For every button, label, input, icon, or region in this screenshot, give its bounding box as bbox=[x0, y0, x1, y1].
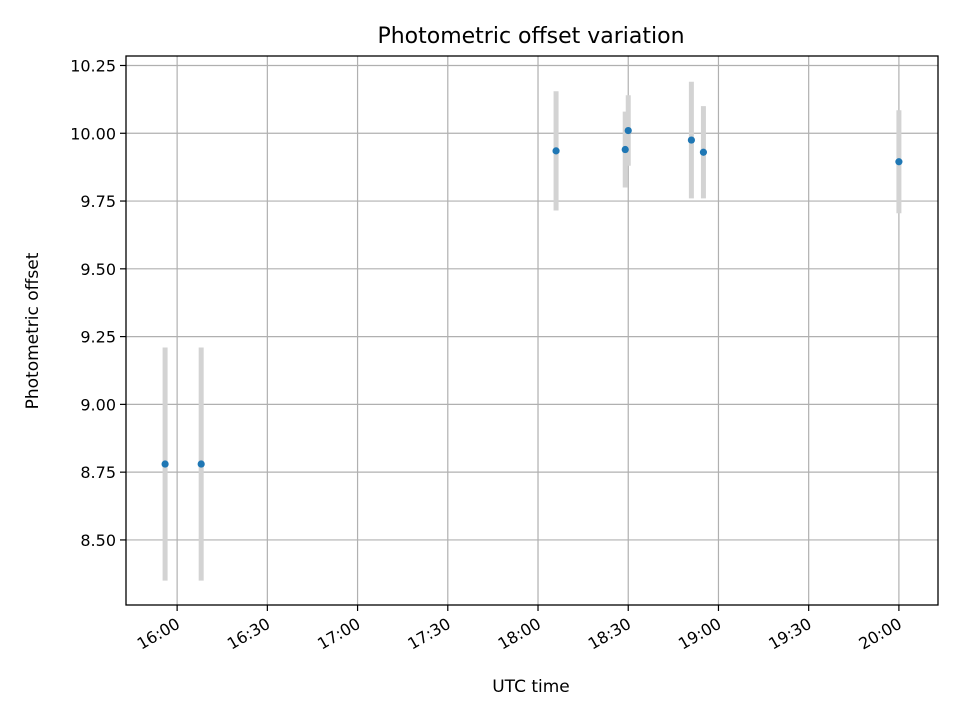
chart-title: Photometric offset variation bbox=[377, 24, 684, 49]
data-point bbox=[552, 147, 560, 155]
x-tick-label: 19:30 bbox=[765, 614, 814, 654]
x-tick-label: 18:00 bbox=[495, 614, 544, 654]
y-tick-label: 9.75 bbox=[80, 192, 116, 211]
x-tick-label: 16:00 bbox=[134, 614, 183, 654]
data-point bbox=[624, 126, 632, 135]
data-point-layer bbox=[161, 126, 903, 468]
y-tick-label: 9.00 bbox=[80, 395, 116, 414]
data-point bbox=[687, 136, 695, 144]
y-axis-label: Photometric offset bbox=[23, 252, 43, 409]
data-point bbox=[895, 158, 903, 166]
x-tick-label: 18:30 bbox=[585, 614, 634, 654]
data-point bbox=[161, 460, 169, 468]
grid-layer bbox=[126, 56, 938, 605]
x-tick-label: 19:00 bbox=[675, 614, 724, 654]
y-tick-label: 9.50 bbox=[80, 260, 116, 279]
data-point bbox=[197, 460, 205, 468]
x-axis-label: UTC time bbox=[492, 677, 570, 697]
y-tick-label: 8.50 bbox=[80, 531, 116, 550]
x-tick-label: 17:30 bbox=[404, 614, 453, 654]
plot-frame bbox=[125, 55, 939, 606]
y-tick-label: 9.25 bbox=[80, 328, 116, 347]
x-tick-label: 20:00 bbox=[855, 614, 904, 654]
y-tick-label: 8.75 bbox=[80, 463, 116, 482]
y-tick-label: 10.25 bbox=[70, 56, 116, 75]
x-tick-label: 16:30 bbox=[224, 614, 273, 654]
y-tick-label: 10.00 bbox=[70, 124, 116, 143]
data-point bbox=[699, 148, 708, 156]
tick-layer: 16:00 16:30 17:00 17:30 18:00 18:30 19:00 19:30… bbox=[70, 56, 905, 653]
error-bar-layer bbox=[162, 81, 902, 581]
data-point bbox=[621, 145, 629, 154]
x-tick-label: 17:00 bbox=[314, 614, 363, 654]
